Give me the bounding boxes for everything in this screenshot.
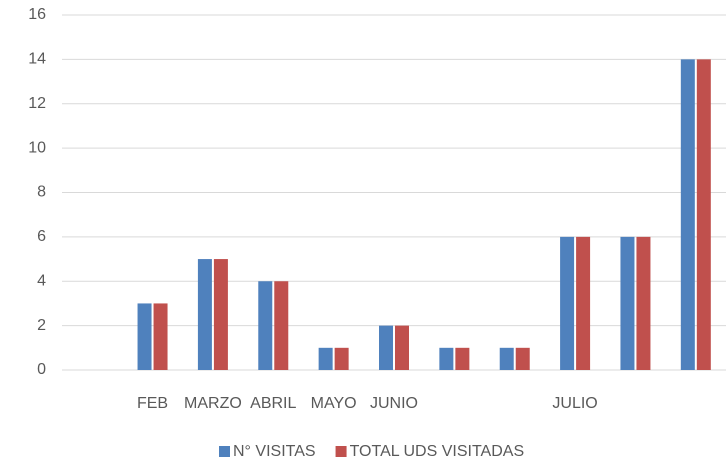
bar bbox=[620, 236, 635, 370]
bar bbox=[515, 347, 530, 370]
bar bbox=[560, 236, 575, 370]
bar bbox=[636, 236, 651, 370]
legend-label: TOTAL UDS VISITADAS bbox=[350, 443, 525, 460]
y-tick-label: 16 bbox=[28, 6, 46, 23]
bar bbox=[455, 347, 470, 370]
bar bbox=[576, 236, 591, 370]
y-tick-label: 4 bbox=[37, 272, 46, 289]
bar bbox=[334, 347, 349, 370]
legend-label: N° VISITAS bbox=[233, 443, 316, 460]
bar bbox=[274, 281, 289, 370]
y-tick-label: 0 bbox=[37, 361, 46, 378]
bar bbox=[318, 347, 333, 370]
y-tick-label: 10 bbox=[28, 139, 46, 156]
bar bbox=[258, 281, 273, 370]
legend-swatch bbox=[219, 446, 230, 457]
x-tick-label: MARZO bbox=[184, 395, 242, 412]
bar bbox=[379, 325, 393, 370]
bar bbox=[680, 59, 695, 370]
bar bbox=[137, 303, 152, 370]
y-tick-label: 2 bbox=[37, 317, 46, 334]
bar bbox=[197, 259, 212, 370]
x-tick-label: ABRIL bbox=[250, 395, 296, 412]
bar bbox=[153, 303, 168, 370]
x-tick-label: MAYO bbox=[311, 395, 357, 412]
bar bbox=[696, 59, 711, 370]
bar bbox=[439, 347, 454, 370]
y-tick-label: 8 bbox=[37, 184, 46, 201]
y-tick-label: 6 bbox=[37, 228, 46, 245]
bar bbox=[213, 259, 228, 370]
x-tick-label: JUNIO bbox=[370, 395, 418, 412]
bar bbox=[499, 347, 514, 370]
x-tick-label: JULIO bbox=[552, 395, 597, 412]
bar bbox=[395, 325, 409, 370]
y-tick-label: 14 bbox=[28, 51, 46, 68]
x-tick-label: FEB bbox=[137, 395, 168, 412]
legend-swatch bbox=[335, 446, 347, 457]
y-tick-label: 12 bbox=[28, 95, 46, 112]
